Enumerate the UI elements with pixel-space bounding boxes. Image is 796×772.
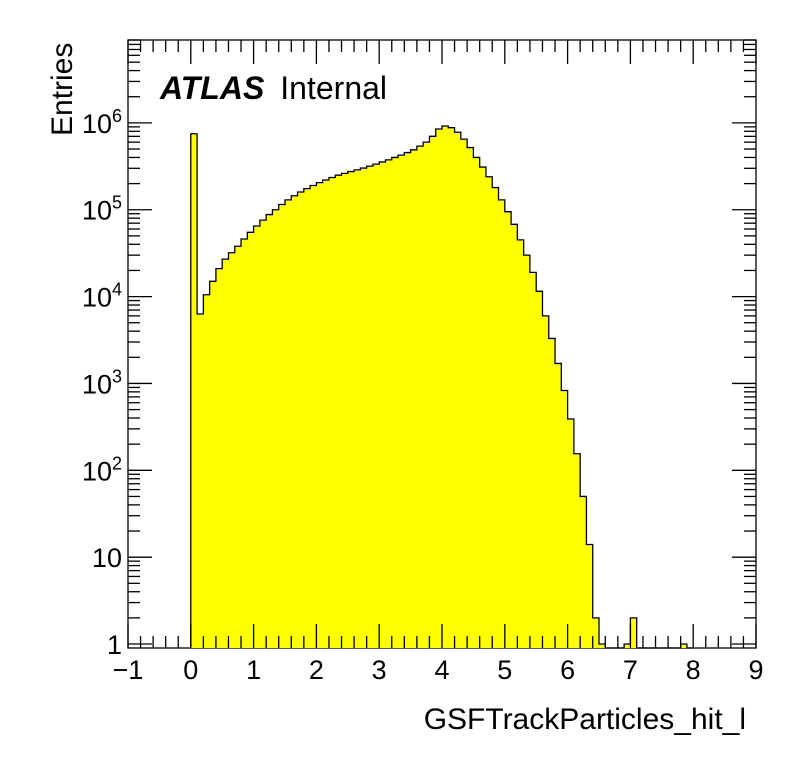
- histogram-bar: [599, 644, 606, 648]
- histogram-bar: [203, 294, 211, 648]
- histogram-bar: [542, 315, 550, 648]
- histogram-bar: [197, 314, 204, 648]
- x-tick-label: 4: [434, 655, 449, 685]
- histogram-bar: [485, 176, 493, 648]
- histogram-bar: [536, 291, 543, 648]
- histogram-bar: [517, 239, 525, 648]
- histogram-bar: [278, 204, 286, 648]
- histogram-bar: [460, 139, 468, 649]
- histogram-bar: [266, 214, 273, 648]
- x-tick-label: 3: [372, 655, 387, 685]
- histogram-bar: [423, 142, 430, 649]
- histogram-bar: [592, 617, 600, 648]
- y-axis-label-text: Entries: [46, 42, 79, 136]
- y-axis-ticks: 1 10 102 103 104 105 106: [82, 39, 756, 660]
- histogram-bar: [259, 220, 267, 649]
- histogram-bar: [680, 644, 688, 648]
- x-tick-label: 8: [686, 655, 701, 685]
- histogram-bar: [442, 126, 449, 648]
- histogram-bar: [372, 164, 380, 648]
- y-tick-label: 10: [92, 543, 122, 573]
- histogram-bar: [228, 252, 236, 648]
- histogram-bars: [190, 125, 694, 649]
- histogram-bar: [297, 192, 305, 649]
- histogram-bar: [548, 338, 556, 648]
- histogram-bar: [310, 185, 317, 648]
- x-tick-label: 2: [309, 655, 324, 685]
- histogram-bar: [379, 161, 386, 648]
- histogram-bar: [435, 129, 443, 648]
- histogram-bar: [316, 182, 324, 648]
- y-tick-label: 102: [82, 453, 122, 486]
- histogram-bar: [429, 136, 437, 649]
- y-tick-label: 105: [82, 193, 122, 226]
- atlas-status-label: Internal: [280, 70, 388, 106]
- x-tick-label: −1: [113, 655, 144, 685]
- histogram-bar: [573, 453, 581, 648]
- histogram-bar: [473, 157, 481, 648]
- histogram-bar: [247, 232, 254, 649]
- histogram-bar: [561, 390, 568, 648]
- histogram-bar: [303, 188, 311, 649]
- histogram-bar: [354, 169, 361, 648]
- histogram-bar: [215, 268, 223, 648]
- histogram-bar: [523, 255, 531, 648]
- histogram-bar: [347, 171, 355, 648]
- histogram-bar: [492, 187, 499, 648]
- histogram-bar: [241, 239, 248, 649]
- histogram-bar: [454, 132, 462, 648]
- x-tick-label: 9: [748, 655, 763, 685]
- histogram-bar: [391, 157, 399, 648]
- histogram-outline: [190, 125, 694, 649]
- atlas-experiment-label: ATLAS: [160, 70, 265, 106]
- histogram-bar: [360, 168, 368, 648]
- histogram-bar: [190, 133, 198, 648]
- histogram-bar: [366, 166, 374, 649]
- histogram-bar: [285, 199, 292, 648]
- histogram-bar: [234, 246, 242, 649]
- histogram-bar: [322, 179, 330, 649]
- histogram-bar: [341, 173, 349, 648]
- histogram-bar: [479, 167, 487, 648]
- y-axis-label: Entries: [10, 36, 79, 136]
- histogram-bar: [498, 199, 506, 648]
- histogram-bar: [580, 496, 587, 648]
- x-axis-label: GSFTrackParticles_hit_l: [423, 703, 746, 736]
- histogram-bar: [511, 224, 518, 648]
- histogram-bar: [222, 259, 229, 648]
- histogram-bar: [410, 149, 418, 649]
- histogram-bar: [567, 418, 575, 648]
- x-tick-label: 0: [183, 655, 198, 685]
- x-tick-label: 6: [560, 655, 575, 685]
- y-tick-label: 106: [82, 106, 122, 139]
- y-tick-label: 1: [107, 630, 122, 660]
- histogram-bar: [335, 175, 342, 648]
- histogram-bar: [416, 146, 424, 649]
- x-axis-ticks: −1 0 1 2 3 4 5 6 7 8 9: [113, 40, 764, 685]
- histogram-bar: [586, 544, 594, 648]
- histogram-bar: [209, 281, 217, 648]
- histogram-bar: [385, 159, 393, 648]
- histogram-bar: [448, 127, 455, 649]
- histogram-bar: [404, 152, 411, 649]
- histogram-bar: [272, 209, 280, 648]
- histogram-bar: [467, 147, 474, 648]
- x-tick-label: 7: [623, 655, 638, 685]
- histogram-bar: [253, 225, 261, 648]
- y-tick-label: 104: [82, 280, 122, 313]
- x-tick-label: 1: [246, 655, 261, 685]
- y-tick-label: 103: [82, 366, 122, 399]
- histogram-bar: [291, 195, 298, 649]
- x-tick-label: 5: [497, 655, 512, 685]
- histogram-bar: [555, 363, 562, 648]
- histogram-bar: [529, 272, 537, 648]
- histogram-bar: [624, 644, 631, 648]
- histogram-bar: [328, 177, 336, 649]
- atlas-label: ATLAS Internal: [160, 70, 387, 107]
- histogram-bar: [398, 155, 405, 648]
- histogram-bar: [504, 211, 512, 648]
- histogram-bar: [630, 617, 638, 648]
